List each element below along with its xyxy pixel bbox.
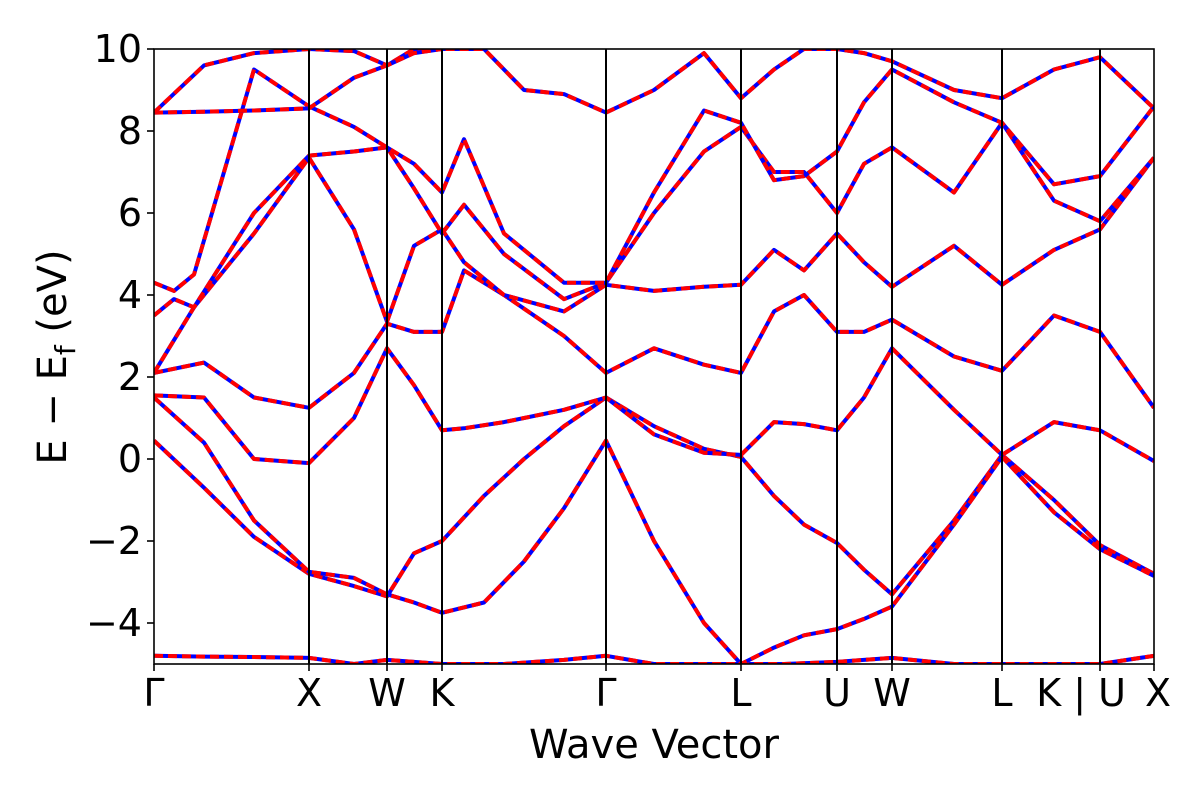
x-tick-label-10: X bbox=[1145, 671, 1171, 715]
y-tick-label-2: 0 bbox=[118, 437, 142, 481]
y-tick-label-4: 4 bbox=[118, 273, 142, 317]
band-line-7-a bbox=[154, 67, 1154, 293]
y-tick-label-3: 2 bbox=[118, 355, 142, 399]
band-line-2-b bbox=[154, 396, 1154, 664]
x-tick-label-9: K | U bbox=[1036, 671, 1126, 716]
band-line-6-b bbox=[154, 120, 1154, 318]
y-tick-label-7: 10 bbox=[94, 27, 142, 71]
band-line-4-b bbox=[154, 268, 1154, 410]
band-line-0-b bbox=[154, 653, 1154, 664]
x-tick-label-0: Γ bbox=[143, 671, 164, 715]
band-line-1-b bbox=[154, 395, 1154, 599]
band-line-9-b bbox=[154, 49, 443, 115]
x-axis-label: Wave Vector bbox=[529, 722, 780, 768]
y-tick-label-6: 8 bbox=[118, 109, 142, 153]
x-tick-label-4: Γ bbox=[595, 671, 616, 715]
y-tick-label-0: −4 bbox=[86, 601, 142, 645]
x-tick-label-6: U bbox=[823, 671, 851, 715]
y-axis-label-subscript: f bbox=[49, 344, 82, 355]
kpoint-divider-lines bbox=[308, 49, 1101, 664]
x-tick-label-7: W bbox=[873, 671, 911, 715]
band-lines bbox=[154, 49, 1154, 664]
y-tick-label-1: −2 bbox=[86, 519, 142, 563]
band-line-2-a bbox=[154, 396, 1154, 664]
band-line-8-b bbox=[154, 49, 1154, 115]
band-line-7-b bbox=[154, 67, 1154, 293]
x-tick-label-5: L bbox=[730, 671, 751, 715]
x-tick-label-3: K bbox=[430, 671, 456, 715]
band-line-3-b bbox=[154, 346, 1154, 466]
y-axis-label-unit: (eV) bbox=[30, 249, 76, 345]
x-tick-label-1: X bbox=[296, 671, 322, 715]
band-line-6-a bbox=[154, 120, 1154, 318]
x-tick-label-8: L bbox=[991, 671, 1012, 715]
y-tick-label-5: 6 bbox=[118, 191, 142, 235]
y-axis-ticks: −4 −2 0 2 4 6 8 10 bbox=[86, 27, 154, 645]
x-tick-label-2: W bbox=[368, 671, 406, 715]
y-axis-label-main: E − E bbox=[30, 355, 76, 465]
band-line-5-b bbox=[154, 155, 1154, 374]
y-axis-label: E − Ef (eV) bbox=[30, 249, 82, 464]
band-line-0-a bbox=[154, 653, 1154, 664]
plot-frame bbox=[153, 48, 1155, 665]
